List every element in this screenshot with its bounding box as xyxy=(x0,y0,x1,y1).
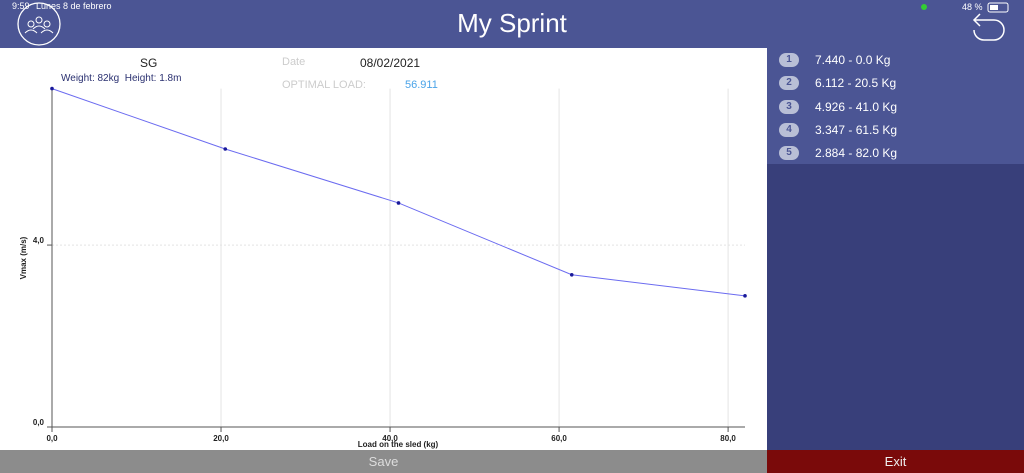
y-tick-label: 4,0 xyxy=(33,236,45,245)
date-value: 08/02/2021 xyxy=(360,56,421,70)
result-label: 2.884 - 82.0 Kg xyxy=(815,146,898,161)
x-axis-label: Load on the sled (kg) xyxy=(358,440,439,449)
optimal-load-value: 56.911 xyxy=(405,79,438,91)
battery-icon xyxy=(987,2,1009,13)
chart: 0,0 20,0 40,0 60,0 80,0 0,0 4,0 Load on the sle… xyxy=(19,86,747,449)
x-tick-label: 80,0 xyxy=(720,434,736,443)
result-label: 4.926 - 41.0 Kg xyxy=(815,99,898,114)
result-number: 2 xyxy=(779,76,799,91)
x-tick-label: 60,0 xyxy=(551,434,567,443)
status-date: Lunes 8 de febrero xyxy=(36,1,112,11)
y-axis-label: Vmax (m/s) xyxy=(19,236,28,279)
y-tick-label: 0,0 xyxy=(33,418,45,427)
exit-button[interactable]: Exit xyxy=(767,450,1024,473)
x-tick-label: 0,0 xyxy=(46,434,58,443)
data-point xyxy=(569,272,574,277)
result-row: 2 6.112 - 20.5 Kg xyxy=(779,73,896,93)
screen-title: My Sprint xyxy=(457,8,567,38)
result-label: 7.440 - 0.0 Kg xyxy=(815,53,891,67)
result-number: 5 xyxy=(779,146,799,161)
result-number: 3 xyxy=(779,99,799,114)
battery-level xyxy=(990,5,998,10)
result-label: 6.112 - 20.5 Kg xyxy=(815,76,897,91)
group-button[interactable] xyxy=(17,2,61,46)
x-tick-label: 40,0 xyxy=(382,434,398,443)
status-dot xyxy=(921,4,927,10)
top-icons xyxy=(17,2,1009,46)
results-list: 1 7.440 - 0.0 Kg 2 6.112 - 20.5 Kg 3 4.926 - … xyxy=(767,48,1024,164)
x-tick-label: 20,0 xyxy=(213,434,229,443)
optimal-load-label: OPTIMAL LOAD: xyxy=(282,79,366,91)
data-point xyxy=(743,294,747,298)
top-bar: 9:59 Lunes 8 de febrero 48 % My Sprint xyxy=(0,0,1024,48)
back-button[interactable] xyxy=(972,13,1005,41)
chart-panel: SG Weight: 82kg Height: 1.8m Date 08/02/… xyxy=(0,48,767,450)
status-time: 9:59 xyxy=(12,1,30,11)
result-row: 5 2.884 - 82.0 Kg xyxy=(779,143,897,163)
result-number: 1 xyxy=(779,53,799,67)
data-point xyxy=(396,201,401,205)
result-row: 4 3.347 - 61.5 Kg xyxy=(779,120,897,140)
result-row: 3 4.926 - 41.0 Kg xyxy=(779,97,897,117)
athlete-name: SG xyxy=(140,56,158,70)
result-number: 4 xyxy=(779,122,799,137)
data-point xyxy=(50,86,54,91)
date-label: Date xyxy=(282,56,306,68)
side-panel: 1 7.440 - 0.0 Kg 2 6.112 - 20.5 Kg 3 4.926 - … xyxy=(767,48,1024,450)
save-button[interactable]: Save xyxy=(0,450,767,473)
data-point xyxy=(223,147,228,151)
result-label: 3.347 - 61.5 Kg xyxy=(815,122,898,137)
athlete-details: Weight: 82kg Height: 1.8m xyxy=(61,73,182,84)
result-row: 1 7.440 - 0.0 Kg xyxy=(779,50,890,70)
status-battery: 48 % xyxy=(962,2,983,12)
data-line xyxy=(51,88,746,297)
